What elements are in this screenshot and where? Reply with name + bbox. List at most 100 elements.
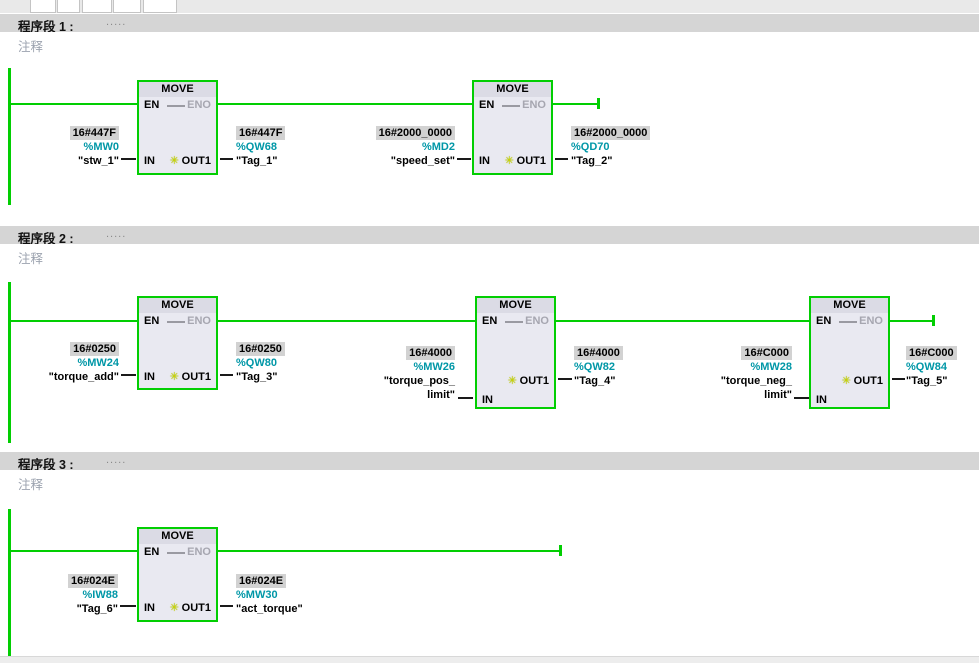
block-title: MOVE <box>811 298 888 313</box>
input-operand[interactable]: 16#024E %IW88 "Tag_6" <box>67 574 118 616</box>
pin-out1-label: OUT1 <box>516 155 546 167</box>
pin-eno-label: ENO <box>187 99 211 111</box>
wire-green <box>218 550 562 552</box>
network-2-canvas: MOVE EN ENO IN ✳ OUT1 16#0250 %MW24 "tor… <box>0 272 979 452</box>
output-operand[interactable]: 16#0250 %QW80 "Tag_3" <box>236 342 285 384</box>
en-eno-separator <box>505 321 523 323</box>
network-title: 程序段 3 : <box>18 458 74 472</box>
operand-name: "Tag_5" <box>906 375 948 387</box>
toolbar-strip <box>0 0 979 13</box>
input-operand[interactable]: 16#4000 %MW26 "torque_pos_ limit" <box>384 346 455 402</box>
operand-address: %MW30 <box>236 589 278 601</box>
toolbar-cell[interactable] <box>143 0 177 13</box>
toolbar-cell[interactable] <box>113 0 141 13</box>
block-title: MOVE <box>477 298 554 313</box>
add-output-star-icon[interactable]: ✳ <box>841 375 851 387</box>
operand-address: %QW82 <box>574 361 615 373</box>
move-block[interactable]: MOVE EN ENO IN ✳ OUT1 <box>137 527 218 622</box>
network-1-title-bar[interactable]: 程序段 1 : ..... <box>0 14 979 34</box>
network-2-comment[interactable]: 注释 <box>0 244 975 273</box>
network-3-comment[interactable]: 注释 <box>0 470 570 505</box>
add-output-star-icon[interactable]: ✳ <box>507 375 517 387</box>
toolbar-cell[interactable] <box>82 0 112 13</box>
wire-black <box>220 158 233 160</box>
network-3-canvas: MOVE EN ENO IN ✳ OUT1 16#024E %IW88 "Tag… <box>0 504 979 656</box>
operand-name: "torque_pos_ <box>383 375 455 387</box>
pin-eno-label: ENO <box>525 315 549 327</box>
pin-in-label: IN <box>479 155 490 167</box>
operand-address: %QW68 <box>236 141 277 153</box>
block-title: MOVE <box>139 298 216 313</box>
pin-in-label: IN <box>816 394 827 406</box>
output-operand[interactable]: 16#4000 %QW82 "Tag_4" <box>574 346 623 388</box>
move-block[interactable]: MOVE EN ENO IN ✳ OUT1 <box>475 296 556 409</box>
output-operand[interactable]: 16#024E %MW30 "act_torque" <box>236 574 303 616</box>
wire-green <box>218 103 472 105</box>
add-output-star-icon[interactable]: ✳ <box>169 602 179 614</box>
toolbar-cell[interactable] <box>30 0 56 13</box>
monitor-value: 16#2000_0000 <box>375 126 455 140</box>
operand-address: %MW26 <box>413 361 455 373</box>
operand-name: limit" <box>427 389 455 401</box>
wire-black <box>220 605 233 607</box>
pin-en-label: EN <box>479 99 495 111</box>
add-output-star-icon[interactable]: ✳ <box>169 155 179 167</box>
wire-black <box>220 374 233 376</box>
add-output-star-icon[interactable]: ✳ <box>504 155 514 167</box>
operand-name: "Tag_6" <box>76 603 118 615</box>
network-title: 程序段 2 : <box>18 232 74 246</box>
en-eno-separator <box>167 105 185 107</box>
block-title: MOVE <box>139 82 216 97</box>
move-block[interactable]: MOVE EN ENO IN ✳ OUT1 <box>137 296 218 390</box>
input-operand[interactable]: 16#C000 %MW28 "torque_neg_ limit" <box>721 346 792 402</box>
input-operand[interactable]: 16#0250 %MW24 "torque_add" <box>49 342 119 384</box>
toolbar-cell[interactable] <box>57 0 80 13</box>
network-1-comment[interactable]: 注释 <box>0 32 683 58</box>
network-title-placeholder[interactable]: ..... <box>106 454 127 466</box>
input-operand[interactable]: 16#2000_0000 %MD2 "speed_set" <box>375 126 455 168</box>
pin-eno-label: ENO <box>522 99 546 111</box>
monitor-value: 16#4000 <box>384 346 455 360</box>
network-2-title-bar[interactable]: 程序段 2 : ..... <box>0 226 979 246</box>
block-title: MOVE <box>474 82 551 97</box>
operand-address: %IW88 <box>82 589 118 601</box>
output-operand[interactable]: 16#447F %QW68 "Tag_1" <box>236 126 286 168</box>
move-block[interactable]: MOVE EN ENO IN ✳ OUT1 <box>472 80 553 175</box>
pin-out1-label: OUT1 <box>181 371 211 383</box>
pin-out1-label: OUT1 <box>853 375 883 387</box>
wire-black <box>457 158 471 160</box>
wire-black <box>794 397 809 399</box>
monitor-value: 16#0250 <box>236 342 285 356</box>
monitor-value: 16#C000 <box>906 346 957 360</box>
pin-in-label: IN <box>144 155 155 167</box>
wire-green <box>556 320 809 322</box>
power-rail <box>8 550 137 552</box>
network-title-placeholder[interactable]: ..... <box>106 228 127 240</box>
rail-end-tick <box>559 545 562 556</box>
network-title-placeholder[interactable]: ..... <box>106 16 127 28</box>
operand-name: "torque_neg_ <box>720 375 792 387</box>
wire-black <box>892 378 905 380</box>
en-eno-separator <box>502 105 520 107</box>
monitor-value: 16#024E <box>67 574 118 588</box>
comment-placeholder: 注释 <box>18 40 44 54</box>
network-1-canvas: MOVE EN ENO IN ✳ OUT1 16#447F %MW0 "stw_… <box>0 57 979 226</box>
move-block[interactable]: MOVE EN ENO IN ✳ OUT1 <box>809 296 890 409</box>
operand-address: %MW28 <box>750 361 792 373</box>
pin-out1-label: OUT1 <box>519 375 549 387</box>
wire-black <box>558 378 572 380</box>
add-output-star-icon[interactable]: ✳ <box>169 371 179 383</box>
output-operand[interactable]: 16#C000 %QW84 "Tag_5" <box>906 346 957 388</box>
operand-address: %MW24 <box>77 357 119 369</box>
network-3-title-bar[interactable]: 程序段 3 : ..... <box>0 452 979 472</box>
move-block[interactable]: MOVE EN ENO IN ✳ OUT1 <box>137 80 218 175</box>
en-eno-separator <box>167 552 185 554</box>
output-operand[interactable]: 16#2000_0000 %QD70 "Tag_2" <box>571 126 651 168</box>
operand-name: "act_torque" <box>236 603 303 615</box>
wire-green <box>218 320 475 322</box>
input-operand[interactable]: 16#447F %MW0 "stw_1" <box>69 126 119 168</box>
en-eno-separator <box>167 321 185 323</box>
pin-en-label: EN <box>816 315 832 327</box>
operand-address: %MD2 <box>421 141 455 153</box>
operand-address: %QW80 <box>236 357 277 369</box>
